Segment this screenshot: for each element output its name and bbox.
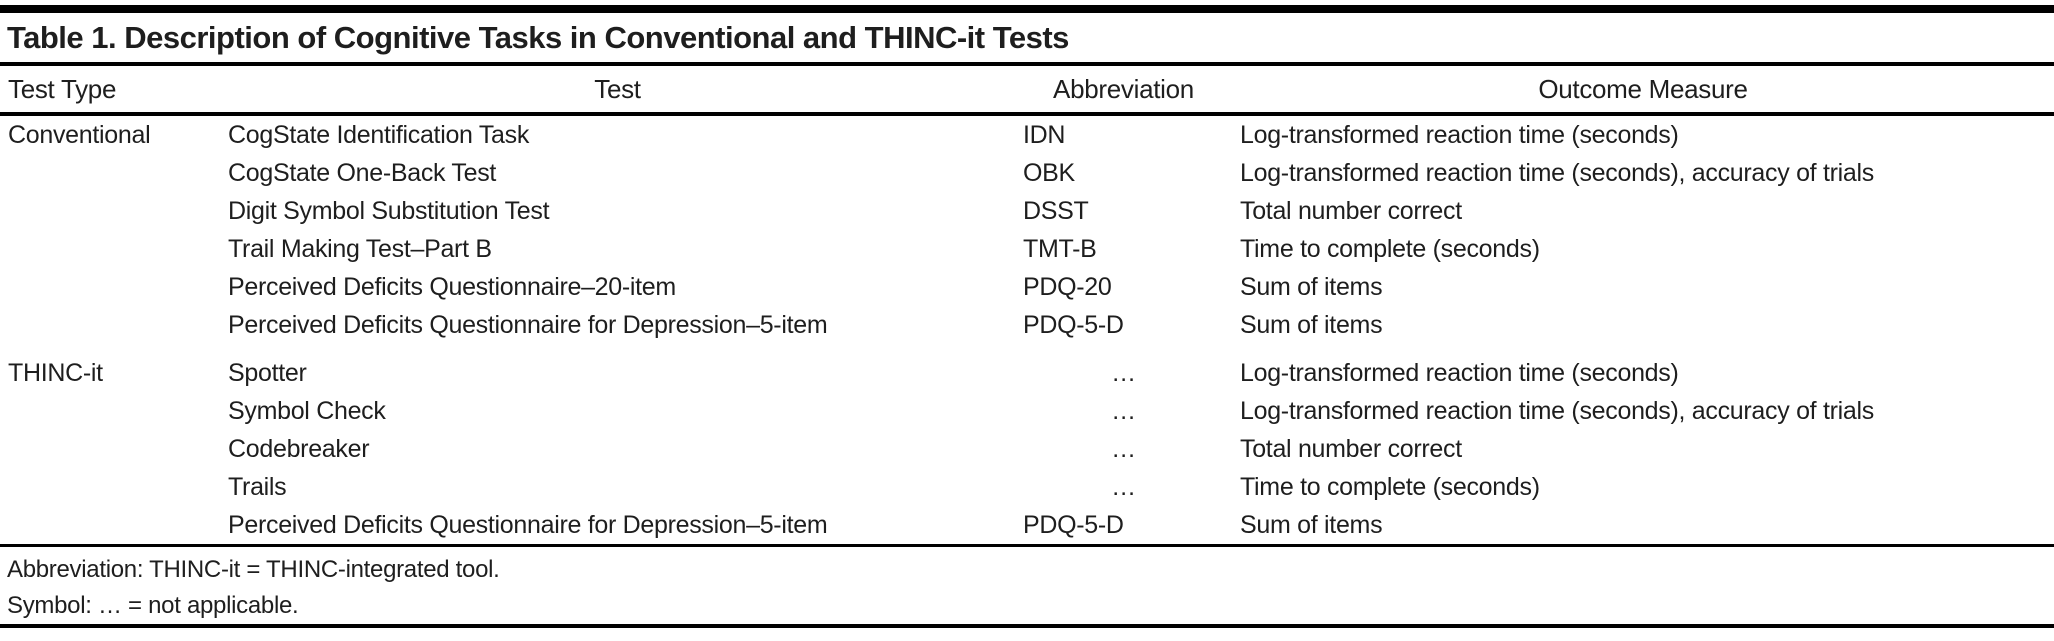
footnote-symbol: Symbol: … = not applicable. [7,592,299,619]
table-row: Digit Symbol Substitution Test DSST Tota… [0,192,2054,230]
outcome-cell: Sum of items [1240,510,1383,539]
test-cell: CogState Identification Task [228,120,530,149]
test-type-cell: THINC-it [8,358,103,387]
cognitive-tasks-table: Test Type Test Abbreviation Outcome Meas… [0,66,2054,544]
test-type-cell [0,230,220,268]
abbreviation-cell: DSST [1023,196,1089,225]
test-type-cell [0,268,220,306]
test-cell: Trails [228,472,287,501]
test-cell: Spotter [228,358,307,387]
abbreviation-cell: PDQ-5-D [1023,510,1124,539]
outcome-cell: Log-transformed reaction time (seconds),… [1240,396,1874,425]
test-cell: CogState One-Back Test [228,158,497,187]
abbreviation-cell: PDQ-20 [1023,272,1112,301]
outcome-cell: Log-transformed reaction time (seconds) [1240,358,1679,387]
column-header-abbreviation: Abbreviation [1015,66,1232,116]
test-type-cell: Conventional [8,120,151,149]
test-cell: Perceived Deficits Questionnaire for Dep… [228,510,828,539]
table-row: Codebreaker … Total number correct [0,430,2054,468]
table-row: Trails … Time to complete (seconds) [0,468,2054,506]
abbreviation-cell: … [1111,472,1136,501]
footnote-abbreviation: Abbreviation: THINC-it = THINC-integrate… [7,556,500,583]
table-title: Table 1. Description of Cognitive Tasks … [7,20,1069,55]
test-type-cell [0,468,220,506]
outcome-cell: Log-transformed reaction time (seconds) [1240,120,1679,149]
outcome-cell: Time to complete (seconds) [1240,472,1540,501]
abbreviation-cell: … [1111,358,1136,387]
bottom-margin [0,628,2054,637]
outcome-cell: Total number correct [1240,196,1462,225]
outcome-cell: Total number correct [1240,434,1462,463]
test-type-cell [0,392,220,430]
table-row: Symbol Check … Log-transformed reaction … [0,392,2054,430]
title-divider [0,62,2054,66]
table-row: Conventional CogState Identification Tas… [0,114,2054,154]
test-type-cell [0,506,220,544]
test-type-cell [0,154,220,192]
outcome-cell: Sum of items [1240,310,1383,339]
outcome-cell: Time to complete (seconds) [1240,234,1540,263]
outcome-cell: Sum of items [1240,272,1383,301]
abbreviation-cell: … [1111,396,1136,425]
header-row: Test Type Test Abbreviation Outcome Meas… [0,66,2054,116]
test-cell: Trail Making Test–Part B [228,234,492,263]
table-row: Trail Making Test–Part B TMT-B Time to c… [0,230,2054,268]
abbreviation-cell: … [1111,434,1136,463]
abbreviation-cell: IDN [1023,120,1066,149]
test-type-cell [0,430,220,468]
table-row: Perceived Deficits Questionnaire for Dep… [0,506,2054,544]
abbreviation-cell: OBK [1023,158,1075,187]
table-row: Perceived Deficits Questionnaire–20-item… [0,268,2054,306]
footnote-divider [0,544,2054,547]
test-type-cell [0,192,220,230]
table-body: Conventional CogState Identification Tas… [0,114,2054,544]
table-row: Perceived Deficits Questionnaire for Dep… [0,306,2054,344]
table-row: THINC-it Spotter … Log-transformed react… [0,344,2054,392]
test-cell: Perceived Deficits Questionnaire for Dep… [228,310,828,339]
table-row: CogState One-Back Test OBK Log-transform… [0,154,2054,192]
column-header-test: Test [220,66,1015,116]
bottom-border-bar [0,624,2054,628]
abbreviation-cell: TMT-B [1023,234,1097,263]
test-cell: Perceived Deficits Questionnaire–20-item [228,272,676,301]
top-border-bar [0,5,2054,13]
column-header-test-type: Test Type [0,66,220,116]
footnotes: Abbreviation: THINC-it = THINC-integrate… [0,547,2054,624]
test-type-cell [0,306,220,344]
test-cell: Digit Symbol Substitution Test [228,196,550,225]
column-header-outcome-measure: Outcome Measure [1232,66,2054,116]
abbreviation-cell: PDQ-5-D [1023,310,1124,339]
test-cell: Codebreaker [228,434,370,463]
test-cell: Symbol Check [228,396,386,425]
outcome-cell: Log-transformed reaction time (seconds),… [1240,158,1874,187]
